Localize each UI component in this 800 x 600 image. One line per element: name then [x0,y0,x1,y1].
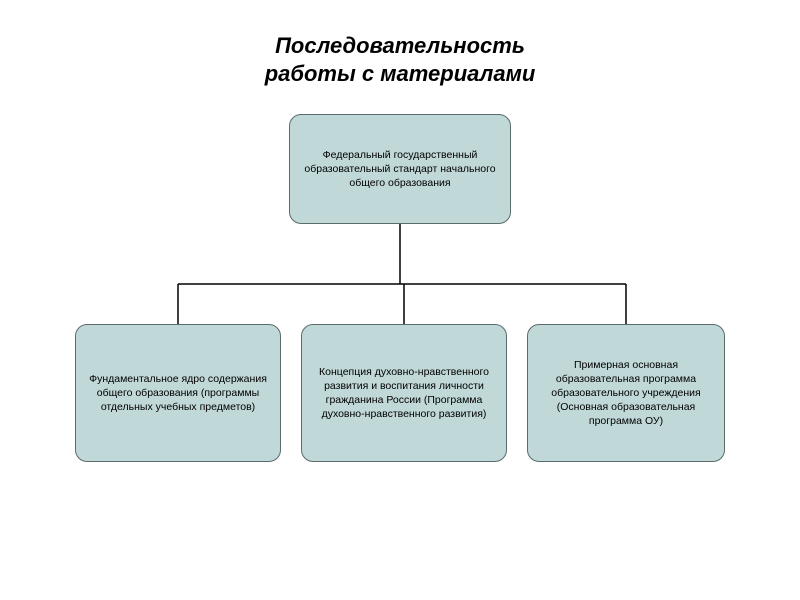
node-label: Федеральный государственный образователь… [298,148,502,191]
node-c1: Фундаментальное ядро содержания общего о… [75,324,281,462]
node-root: Федеральный государственный образователь… [289,114,511,224]
page-title: Последовательность работы с материалами [0,32,800,87]
title-line-1: Последовательность [0,32,800,60]
title-line-2: работы с материалами [0,60,800,88]
node-label: Концепция духовно-нравственного развития… [310,365,498,422]
node-c3: Примерная основная образовательная прогр… [527,324,725,462]
node-c2: Концепция духовно-нравственного развития… [301,324,507,462]
node-label: Фундаментальное ядро содержания общего о… [84,372,272,415]
connector-lines [0,0,800,600]
node-label: Примерная основная образовательная прогр… [536,358,716,429]
